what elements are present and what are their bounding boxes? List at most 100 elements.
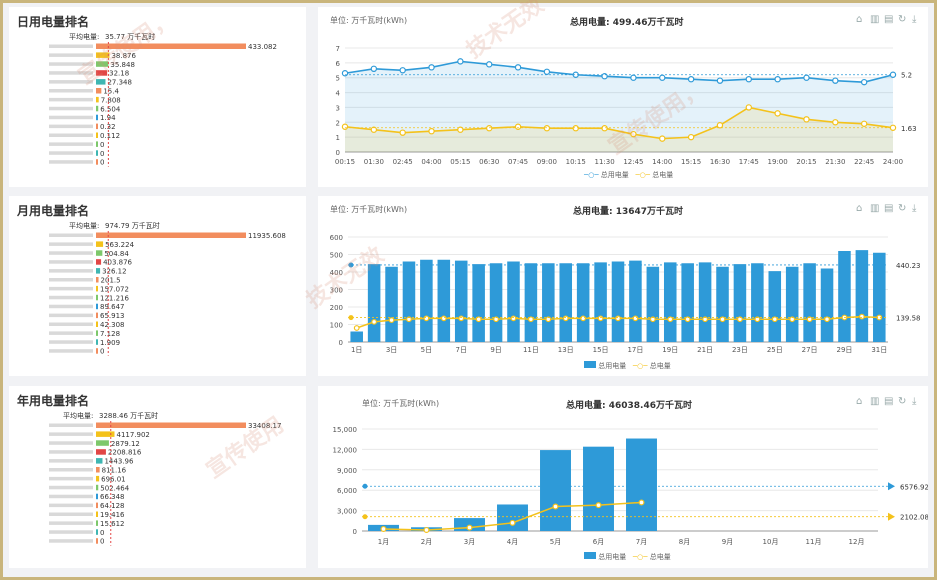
refresh-icon[interactable]: ↻ bbox=[898, 203, 907, 214]
bar bbox=[542, 263, 555, 342]
series-point bbox=[475, 316, 482, 323]
ranking-bar-label: 15.4 bbox=[103, 88, 119, 96]
download-icon[interactable]: ⤓ bbox=[912, 203, 917, 214]
series-point bbox=[428, 64, 435, 71]
legend-marker-icon bbox=[584, 361, 596, 368]
ranking-bar-label: 696.01 bbox=[101, 475, 126, 483]
x-tick-label: 00:15 bbox=[335, 158, 355, 166]
line-chart-icon[interactable]: ⌂ bbox=[856, 203, 863, 214]
legend-item[interactable]: 总用电量 bbox=[598, 362, 627, 370]
series-point bbox=[514, 123, 522, 130]
ranking-bar bbox=[96, 348, 98, 354]
ranking-bar bbox=[96, 52, 110, 58]
bar-chart-icon[interactable]: ▥ bbox=[870, 396, 880, 407]
ranking-bar-label: 157.072 bbox=[100, 285, 129, 293]
ranking-bar bbox=[96, 70, 108, 76]
legend-item[interactable]: 总电量 bbox=[649, 553, 671, 561]
series-point bbox=[684, 316, 691, 323]
legend-item[interactable]: 总电量 bbox=[649, 362, 671, 370]
series-point bbox=[545, 316, 552, 323]
series-point bbox=[457, 58, 464, 65]
x-tick-label: 3日 bbox=[386, 346, 397, 354]
series-point bbox=[486, 61, 493, 68]
series-point bbox=[832, 77, 839, 84]
ranking-name-placeholder bbox=[49, 62, 93, 66]
x-tick-label: 7日 bbox=[455, 346, 466, 354]
x-tick-label: 7月 bbox=[636, 538, 647, 546]
y-tick-label: 3 bbox=[336, 104, 340, 112]
monthly-average-label: 平均电量: bbox=[69, 222, 100, 230]
series-point bbox=[597, 315, 604, 322]
data-view-icon[interactable]: ▤ bbox=[884, 396, 894, 407]
ranking-name-placeholder bbox=[49, 340, 93, 344]
ranking-bar-label: 32.18 bbox=[109, 70, 129, 78]
refresh-icon[interactable]: ↻ bbox=[898, 396, 907, 407]
series-point bbox=[457, 126, 464, 133]
series-point bbox=[737, 316, 743, 323]
y-tick-label: 300 bbox=[330, 287, 343, 295]
ranking-bar-label: 27.348 bbox=[107, 79, 132, 87]
yearly-average-label: 平均电量: bbox=[63, 412, 94, 420]
legend-item[interactable]: 总用电量 bbox=[598, 553, 627, 561]
ranking-name-placeholder bbox=[49, 432, 93, 436]
ranking-bar-label: 38.876 bbox=[111, 52, 136, 60]
ranking-bar bbox=[96, 88, 102, 94]
x-tick-label: 01:30 bbox=[364, 158, 384, 166]
ranking-bar bbox=[96, 458, 103, 464]
ranking-bar bbox=[96, 303, 98, 310]
series-point bbox=[803, 74, 810, 81]
bar bbox=[698, 262, 712, 342]
legend-item[interactable]: 总用电量 bbox=[600, 171, 629, 179]
x-tick-label: 5日 bbox=[421, 346, 432, 354]
series-point bbox=[659, 74, 666, 81]
series-point bbox=[595, 502, 602, 509]
series-point bbox=[552, 503, 559, 510]
line-chart-icon[interactable]: ⌂ bbox=[856, 396, 863, 407]
ranking-bar-label: 4117.902 bbox=[116, 431, 149, 439]
bar bbox=[733, 264, 747, 342]
download-icon[interactable]: ⤓ bbox=[912, 396, 917, 407]
download-icon[interactable]: ⤓ bbox=[912, 14, 917, 25]
legend-item[interactable]: 总电量 bbox=[652, 171, 674, 179]
bar bbox=[873, 252, 886, 342]
ranking-bar-label: 11935.608 bbox=[248, 232, 286, 240]
series-point bbox=[406, 316, 412, 323]
x-tick-label: 10:15 bbox=[566, 158, 586, 166]
ranking-bar bbox=[96, 449, 106, 455]
yearly-total-label: 总用电量: 46038.46万千瓦时 bbox=[566, 401, 692, 411]
bar bbox=[437, 259, 451, 342]
data-view-icon[interactable]: ▤ bbox=[884, 14, 894, 25]
ranking-bar bbox=[96, 511, 98, 517]
bar bbox=[559, 263, 573, 342]
legend-marker-icon: ─○─ bbox=[635, 171, 651, 179]
ranking-bar bbox=[96, 520, 98, 526]
y-tick-label: 0 bbox=[336, 149, 340, 157]
x-tick-label: 12:45 bbox=[623, 158, 643, 166]
bar-chart-icon[interactable]: ▥ bbox=[870, 203, 880, 214]
line-chart-icon[interactable]: ⌂ bbox=[856, 14, 863, 25]
ranking-name-placeholder bbox=[49, 304, 93, 309]
ranking-name-placeholder bbox=[49, 53, 93, 57]
series-point bbox=[509, 519, 516, 526]
bar-chart-icon[interactable]: ▥ bbox=[870, 14, 880, 25]
ranking-name-placeholder bbox=[49, 151, 93, 155]
monthly-total-label: 总用电量: 13647万千瓦时 bbox=[573, 207, 684, 217]
series-point bbox=[380, 525, 387, 532]
bar bbox=[803, 263, 816, 342]
yearly-ranking-chart: 33408.17 4117.9022879.122208.8161443.9681… bbox=[49, 421, 281, 546]
x-tick-label: 15日 bbox=[593, 346, 609, 354]
ranking-bar bbox=[96, 475, 100, 482]
data-view-icon[interactable]: ▤ bbox=[884, 203, 894, 214]
y-tick-label: 12,000 bbox=[333, 446, 358, 454]
ranking-name-placeholder bbox=[49, 530, 93, 534]
bar bbox=[420, 259, 433, 342]
series-point bbox=[440, 315, 447, 322]
bar bbox=[611, 261, 625, 342]
daily-average-label: 平均电量: bbox=[69, 33, 100, 41]
x-tick-label: 1日 bbox=[351, 346, 362, 354]
series-point bbox=[458, 315, 465, 322]
refresh-icon[interactable]: ↻ bbox=[898, 14, 907, 25]
ranking-bar-label: 19.416 bbox=[100, 511, 125, 519]
average-start-marker bbox=[362, 514, 368, 520]
x-tick-label: 23日 bbox=[732, 346, 748, 354]
